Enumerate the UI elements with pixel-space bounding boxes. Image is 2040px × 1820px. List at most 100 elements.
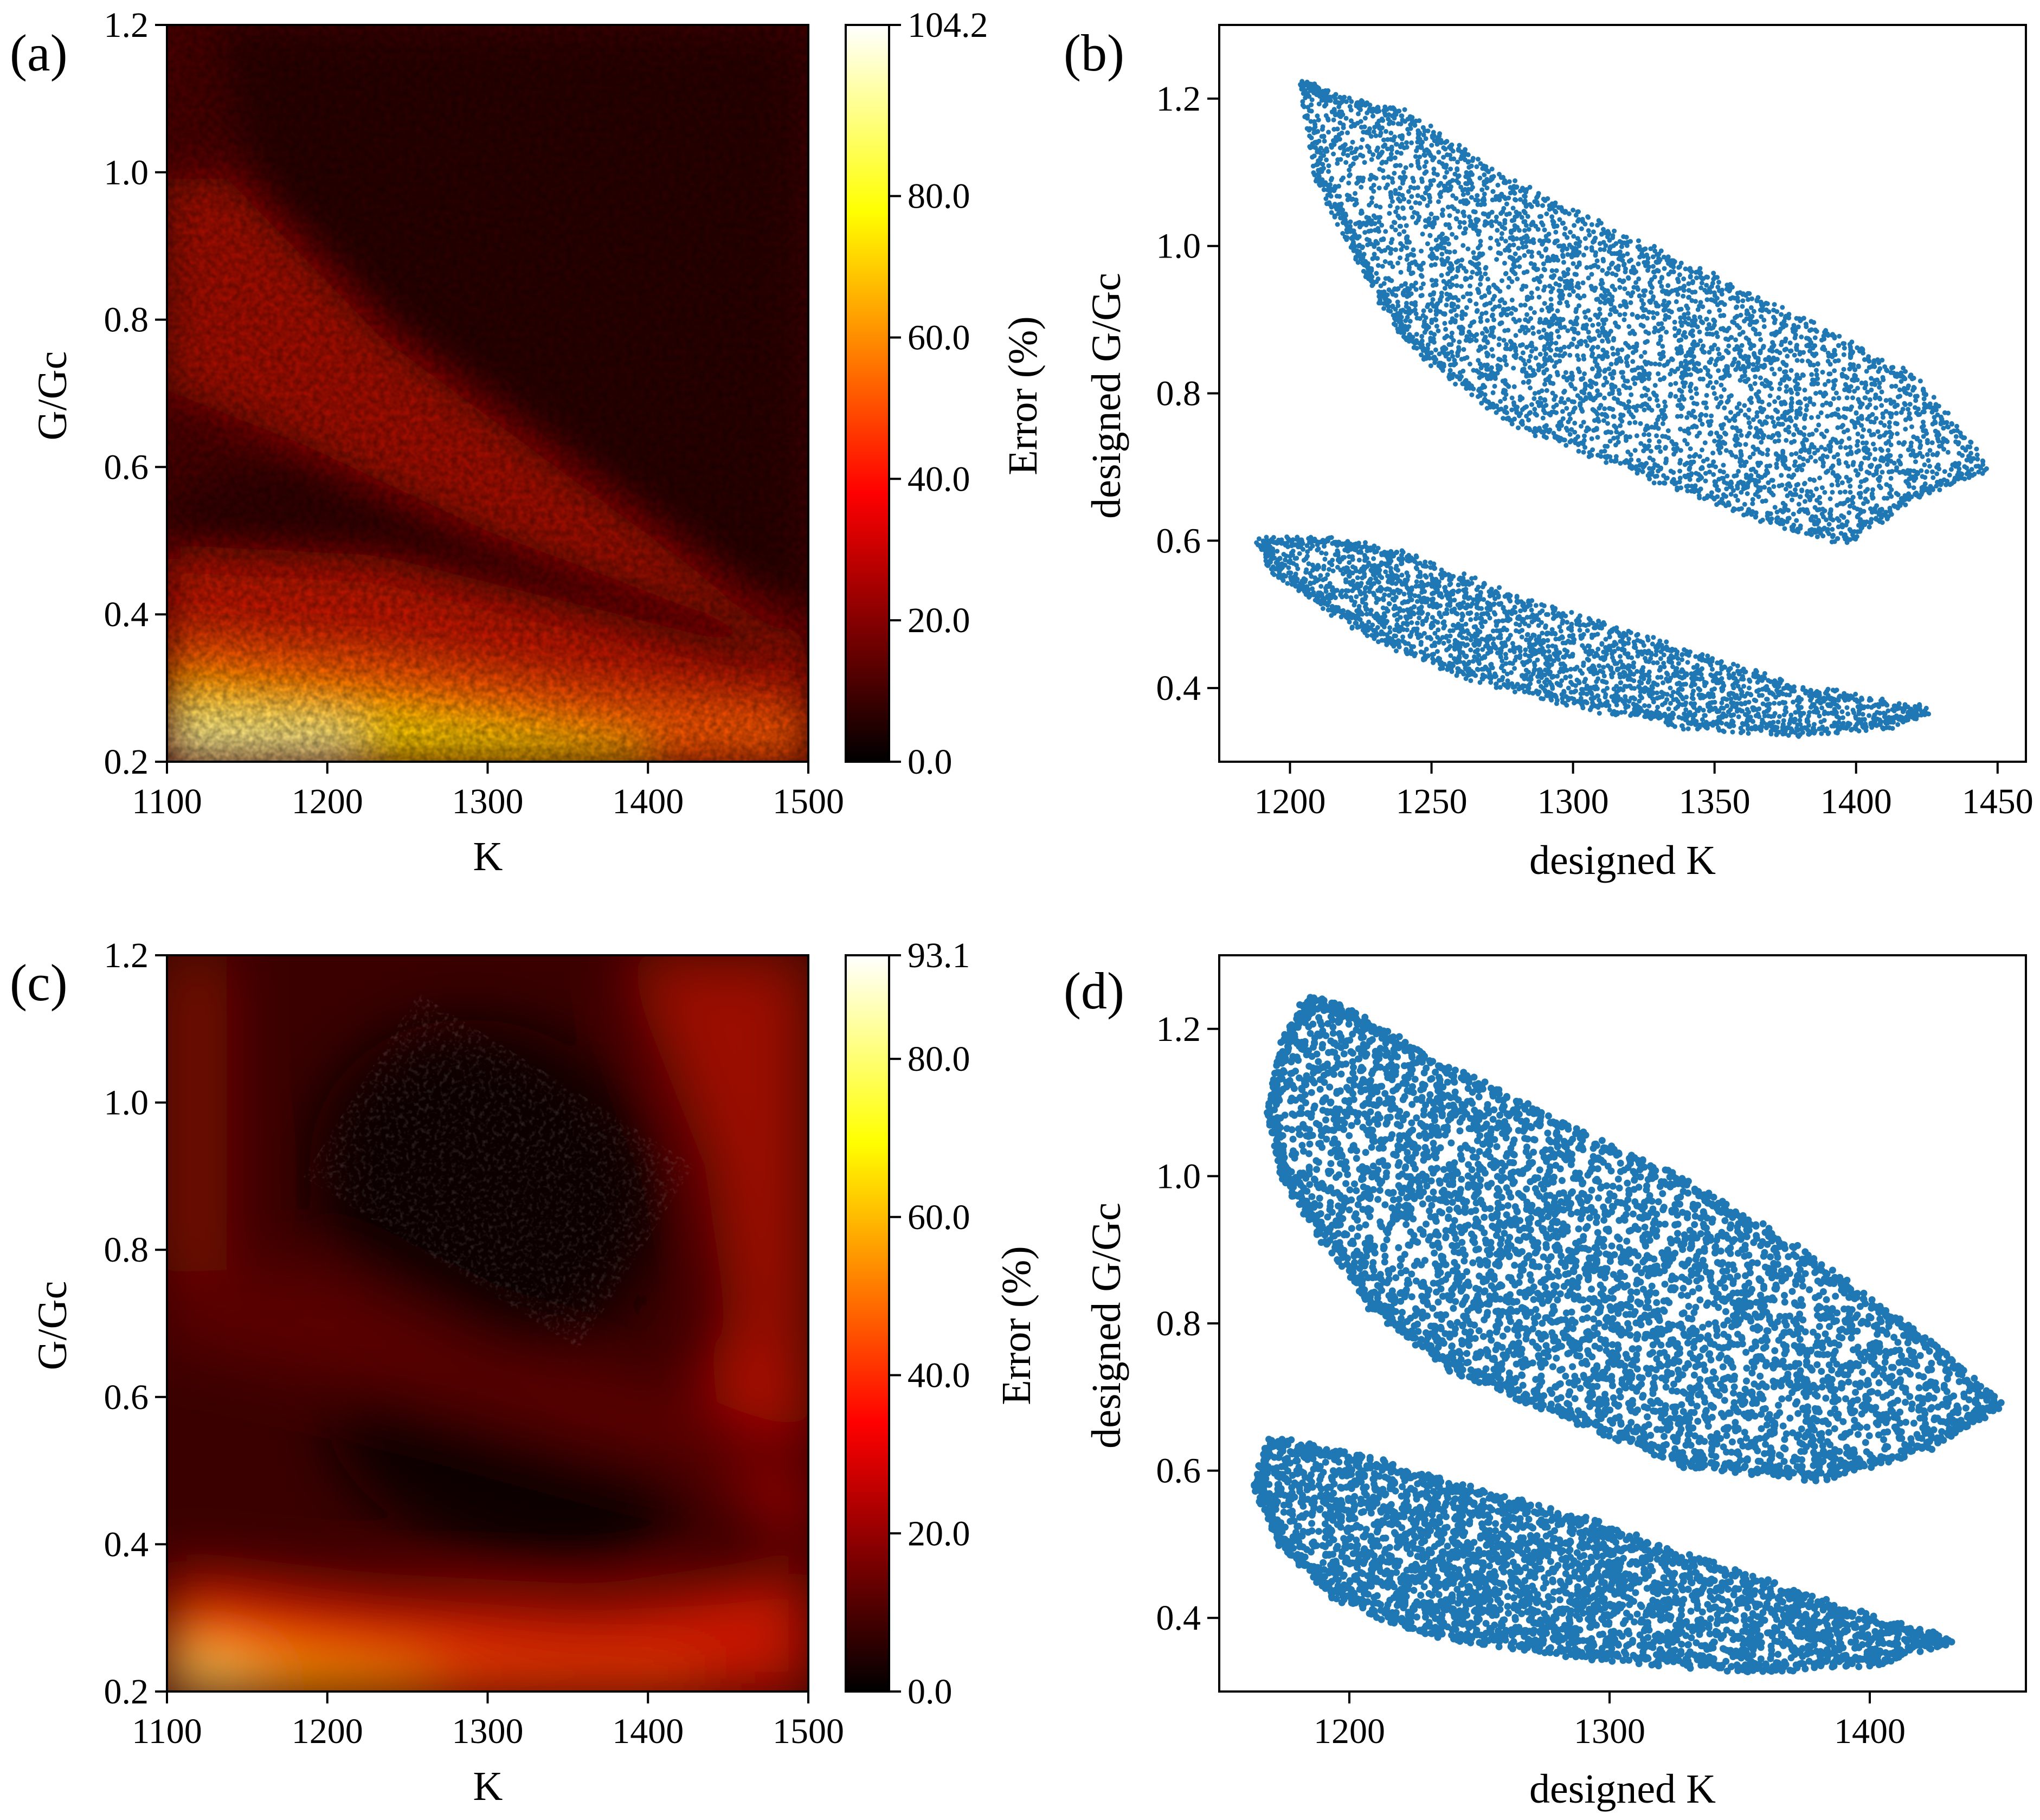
scatter-point <box>1670 288 1675 293</box>
scatter-point <box>1389 278 1394 284</box>
scatter-point <box>1689 484 1695 489</box>
scatter-point <box>1507 275 1512 281</box>
scatter-point <box>1463 275 1468 281</box>
y-tick-label: 0.2 <box>104 742 149 782</box>
scatter-point <box>1557 438 1562 443</box>
scatter-point <box>1789 524 1794 530</box>
scatter-point <box>1788 368 1794 373</box>
scatter-point <box>1398 269 1404 275</box>
scatter-point <box>1406 267 1412 273</box>
scatter-point <box>1589 248 1594 253</box>
scatter-point <box>1385 137 1391 142</box>
y-tick-label: 0.8 <box>104 300 149 340</box>
scatter-point <box>1639 365 1644 370</box>
scatter-point <box>1871 360 1876 365</box>
x-tick-label: 1200 <box>292 782 363 821</box>
scatter-point <box>1353 191 1358 196</box>
scatter-point <box>1588 394 1593 399</box>
scatter-point <box>1352 202 1357 208</box>
scatter-point <box>1718 434 1723 440</box>
scatter-point <box>1826 378 1831 384</box>
scatter-point <box>1870 496 1875 501</box>
scatter-point <box>1843 460 1849 465</box>
scatter-point <box>1787 484 1793 489</box>
scatter-point <box>1645 268 1650 273</box>
scatter-point <box>1530 237 1536 242</box>
scatter-point <box>1368 221 1374 226</box>
scatter-point <box>1550 390 1555 396</box>
scatter-point <box>1642 247 1647 252</box>
scatter-point <box>1389 224 1394 229</box>
scatter-point <box>1355 250 1360 256</box>
scatter-point <box>1478 344 1483 349</box>
scatter-point <box>1574 315 1580 320</box>
scatter-point <box>1589 272 1594 277</box>
scatter-point <box>1722 405 1727 410</box>
scatter-point <box>1399 113 1404 119</box>
scatter-point <box>1765 301 1770 306</box>
scatter-point <box>1604 413 1609 418</box>
scatter-point <box>1484 350 1489 356</box>
scatter-point <box>1328 194 1334 199</box>
scatter-point <box>1601 382 1606 388</box>
scatter-point <box>1445 152 1450 157</box>
scatter-point <box>1419 333 1425 339</box>
scatter-point <box>1563 285 1568 291</box>
scatter-point <box>1505 327 1511 333</box>
scatter-point <box>1611 336 1617 341</box>
scatter-point <box>1661 288 1666 293</box>
scatter-point <box>1459 313 1464 318</box>
scatter-point <box>1645 387 1650 393</box>
scatter-point <box>1474 332 1479 337</box>
scatter-point <box>1379 248 1384 254</box>
scatter-point <box>1492 383 1497 389</box>
scatter-point <box>1765 516 1771 522</box>
scatter-point <box>1856 523 1861 528</box>
scatter-point <box>1408 252 1414 257</box>
scatter-point <box>1774 431 1780 436</box>
scatter-point <box>1489 373 1494 378</box>
scatter-point <box>1501 310 1507 316</box>
scatter-point <box>1945 449 1951 455</box>
scatter-point <box>1552 364 1557 369</box>
scatter-point <box>1476 245 1481 250</box>
scatter-point <box>1712 293 1717 298</box>
scatter-point <box>1437 234 1442 240</box>
scatter-point <box>1496 250 1501 255</box>
scatter-point <box>1747 322 1753 327</box>
scatter-point <box>1349 124 1354 129</box>
scatter-point <box>1856 491 1862 496</box>
scatter-point <box>1697 376 1703 382</box>
scatter-point <box>1561 390 1567 395</box>
scatter-point <box>1532 391 1537 396</box>
scatter-point <box>1345 130 1350 136</box>
scatter-point <box>1638 323 1644 327</box>
scatter-point <box>1625 363 1630 368</box>
scatter-point <box>1974 452 1980 458</box>
scatter-point <box>1447 225 1452 230</box>
scatter-point <box>1782 338 1788 344</box>
scatter-point <box>1735 436 1740 441</box>
scatter-point <box>1809 415 1814 420</box>
scatter-point <box>1707 359 1712 365</box>
scatter-point <box>1731 506 1736 511</box>
scatter-point <box>1708 430 1714 435</box>
scatter-point <box>1485 366 1491 372</box>
scatter-point <box>1944 420 1949 425</box>
scatter-point <box>1420 348 1426 353</box>
scatter-point <box>1581 449 1586 455</box>
scatter-point <box>1708 297 1714 303</box>
scatter-point <box>1362 262 1367 268</box>
scatter-point <box>1824 428 1830 434</box>
scatter-point <box>1843 536 1848 542</box>
scatter-point <box>1877 464 1882 469</box>
panel-a-heatmap <box>167 25 808 762</box>
scatter-point <box>1820 464 1826 469</box>
scatter-point <box>1389 176 1395 182</box>
scatter-point <box>1450 149 1456 154</box>
scatter-point <box>1695 361 1700 366</box>
scatter-point <box>1411 345 1417 350</box>
scatter-point <box>1572 223 1577 228</box>
scatter-point <box>1831 454 1837 460</box>
scatter-point <box>1669 439 1675 444</box>
